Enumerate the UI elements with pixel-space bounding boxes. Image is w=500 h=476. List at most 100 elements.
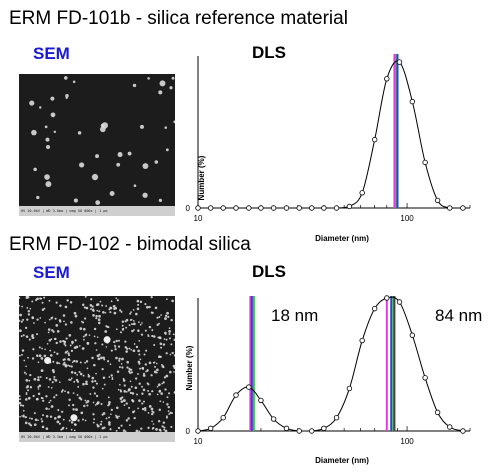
panel-1-title: ERM FD-101b - silica reference material bbox=[9, 8, 348, 29]
sem-particle bbox=[173, 391, 175, 394]
sem-particle bbox=[50, 96, 55, 101]
sem-particle bbox=[128, 347, 131, 350]
sem-particle bbox=[48, 318, 51, 321]
sem-particle bbox=[22, 334, 25, 337]
panel-1-data-point bbox=[258, 205, 264, 211]
sem-particle bbox=[94, 380, 97, 383]
sem-particle bbox=[66, 299, 69, 302]
sem-particle bbox=[88, 334, 91, 336]
sem-particle bbox=[68, 419, 71, 422]
sem-particle bbox=[162, 366, 165, 369]
sem-particle bbox=[93, 363, 96, 367]
sem-particle bbox=[163, 428, 166, 431]
sem-particle bbox=[62, 340, 65, 343]
sem-particle bbox=[23, 371, 26, 374]
panel-2-x-axis-label: Diameter (nm) bbox=[315, 456, 369, 465]
sem-particle bbox=[147, 334, 150, 336]
sem-particle bbox=[87, 375, 91, 378]
sem-particle bbox=[33, 377, 37, 381]
sem-particle bbox=[59, 304, 62, 308]
sem-particle bbox=[128, 367, 131, 370]
sem-particle bbox=[55, 323, 59, 327]
panel-1-data-point bbox=[321, 205, 327, 211]
sem-particle bbox=[128, 370, 131, 373]
sem-particle bbox=[156, 316, 159, 319]
sem-particle bbox=[163, 426, 166, 429]
sem-particle bbox=[138, 353, 141, 356]
sem-particle bbox=[71, 361, 74, 364]
sem-particle bbox=[27, 356, 29, 359]
sem-particle bbox=[166, 396, 169, 399]
sem-particle bbox=[30, 424, 33, 427]
panel-2-data-point bbox=[270, 416, 277, 422]
sem-particle bbox=[133, 184, 137, 188]
sem-particle bbox=[142, 374, 146, 377]
sem-particle bbox=[76, 374, 79, 376]
sem-particle bbox=[164, 429, 168, 432]
sem-particle bbox=[101, 367, 104, 371]
sem-particle bbox=[53, 337, 57, 341]
sem-particle bbox=[168, 337, 171, 340]
sem-particle bbox=[138, 321, 140, 324]
sem-particle bbox=[24, 326, 28, 330]
sem-particle bbox=[147, 389, 150, 392]
sem-particle bbox=[19, 395, 21, 398]
sem-particle bbox=[132, 329, 135, 331]
sem-particle bbox=[133, 416, 136, 420]
sem-particle bbox=[68, 334, 72, 337]
sem-particle bbox=[33, 412, 36, 415]
sem-particle bbox=[133, 320, 135, 322]
sem-particle bbox=[34, 418, 38, 422]
sem-particle bbox=[165, 374, 169, 378]
sem-particle bbox=[168, 392, 171, 395]
sem-particle bbox=[150, 296, 153, 299]
panel-1-x-tick-label: 100 bbox=[400, 214, 414, 223]
sem-particle bbox=[29, 100, 35, 106]
sem-particle bbox=[49, 415, 53, 418]
sem-particle bbox=[95, 317, 98, 320]
sem-particle bbox=[159, 400, 162, 403]
sem-particle bbox=[148, 305, 151, 309]
sem-particle bbox=[132, 83, 137, 88]
sem-particle bbox=[74, 314, 78, 318]
sem-particle bbox=[95, 154, 99, 159]
sem-particle bbox=[130, 348, 133, 351]
sem-particle bbox=[92, 314, 95, 317]
panel-2-title: ERM FD-102 - bimodal silica bbox=[9, 234, 251, 255]
panel-2-sem-image: HV 20.0kV | WD 3.1mm | mag 50 000x | 1 μ… bbox=[19, 296, 175, 442]
sem-particle bbox=[61, 389, 64, 392]
sem-particle bbox=[54, 317, 57, 320]
sem-particle bbox=[135, 429, 139, 432]
sem-particle bbox=[65, 96, 68, 100]
sem-particle bbox=[109, 363, 112, 366]
sem-particle bbox=[29, 386, 33, 389]
sem-particle bbox=[20, 335, 23, 338]
sem-particle bbox=[132, 309, 135, 311]
sem-particle bbox=[125, 402, 128, 405]
sem-particle bbox=[92, 401, 95, 404]
sem-particle bbox=[70, 370, 74, 374]
sem-particle bbox=[150, 374, 153, 377]
sem-particle bbox=[127, 151, 132, 156]
panel-1-data-point bbox=[447, 205, 453, 211]
sem-particle bbox=[172, 364, 175, 368]
sem-particle bbox=[19, 354, 21, 357]
sem-particle bbox=[59, 340, 62, 343]
sem-particle bbox=[136, 299, 140, 303]
sem-particle bbox=[24, 416, 27, 419]
sem-particle bbox=[169, 411, 172, 415]
sem-particle bbox=[162, 343, 166, 346]
sem-particle bbox=[62, 314, 66, 317]
sem-particle bbox=[101, 122, 109, 129]
sem-particle bbox=[130, 311, 132, 314]
sem-particle bbox=[19, 313, 23, 317]
sem-particle bbox=[63, 320, 65, 323]
sem-particle bbox=[166, 403, 169, 406]
sem-particle bbox=[95, 200, 101, 205]
sem-particle bbox=[172, 333, 175, 336]
panel-2-y-tick-label: 0 bbox=[186, 427, 191, 436]
sem-particle bbox=[79, 162, 85, 168]
sem-particle bbox=[63, 361, 66, 364]
sem-particle bbox=[77, 131, 82, 135]
sem-particle bbox=[53, 396, 56, 399]
